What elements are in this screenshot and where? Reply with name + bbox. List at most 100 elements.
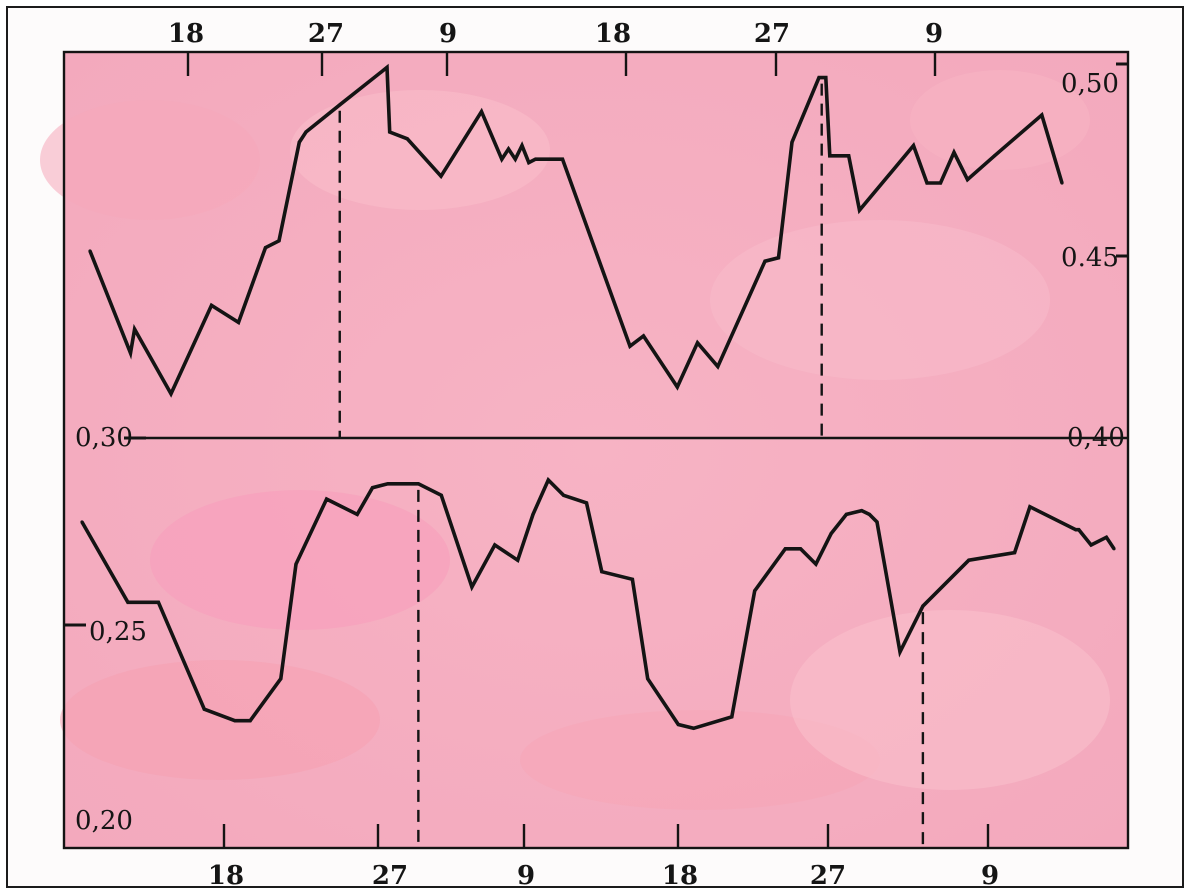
data-point bbox=[385, 65, 389, 69]
data-point bbox=[1112, 547, 1116, 551]
data-point bbox=[992, 154, 997, 158]
data-point bbox=[814, 562, 818, 566]
data-point bbox=[479, 110, 484, 114]
x-tick-label: 9 bbox=[439, 19, 457, 49]
x-tick-label: 27 bbox=[372, 861, 408, 891]
data-point bbox=[297, 140, 301, 144]
data-point bbox=[776, 256, 781, 260]
data-point bbox=[857, 208, 862, 212]
x-tick-label: 18 bbox=[168, 19, 204, 49]
data-point bbox=[506, 147, 511, 151]
data-point bbox=[202, 707, 206, 711]
data-point bbox=[133, 327, 137, 331]
data-point bbox=[911, 144, 916, 148]
data-point bbox=[277, 239, 281, 243]
upper-series-line bbox=[88, 63, 1064, 398]
plot-frame bbox=[62, 50, 1130, 850]
data-point bbox=[952, 150, 956, 154]
data-point bbox=[370, 486, 375, 490]
data-point bbox=[126, 600, 130, 604]
data-point bbox=[763, 259, 767, 263]
data-point bbox=[1013, 551, 1017, 555]
data-point bbox=[753, 589, 757, 593]
background-blotch bbox=[710, 220, 1050, 380]
data-point bbox=[500, 157, 504, 161]
data-point bbox=[925, 181, 929, 185]
y-tick-label: 0.45 bbox=[1061, 243, 1119, 273]
data-point bbox=[88, 249, 92, 253]
data-point bbox=[248, 719, 252, 723]
data-point bbox=[695, 341, 700, 345]
data-point bbox=[824, 76, 828, 80]
x-tick-label: 18 bbox=[595, 19, 631, 49]
data-point bbox=[338, 103, 342, 107]
data-point bbox=[470, 585, 474, 589]
x-tick-label: 18 bbox=[662, 861, 698, 891]
data-point bbox=[325, 497, 329, 501]
data-point bbox=[294, 562, 298, 566]
background-blotch bbox=[150, 490, 450, 630]
data-point bbox=[584, 501, 589, 505]
data-point bbox=[628, 344, 632, 348]
data-point bbox=[692, 726, 696, 730]
data-point bbox=[867, 512, 872, 517]
data-point bbox=[860, 509, 864, 513]
data-point bbox=[405, 137, 409, 141]
data-point bbox=[716, 365, 720, 369]
x-tick-label: 27 bbox=[810, 861, 846, 891]
background-blotch bbox=[60, 660, 380, 780]
data-point bbox=[790, 140, 794, 144]
data-point bbox=[80, 520, 84, 524]
y-tick-label: 0,20 bbox=[75, 806, 133, 836]
data-point bbox=[546, 478, 550, 482]
data-point bbox=[967, 558, 971, 562]
data-point bbox=[439, 174, 443, 178]
x-tick-label: 27 bbox=[754, 19, 790, 49]
y-tick-label: 0,40 bbox=[1067, 423, 1125, 453]
data-point bbox=[128, 351, 133, 355]
data-point bbox=[965, 178, 970, 182]
data-point bbox=[817, 76, 821, 80]
data-point bbox=[520, 144, 524, 148]
data-point bbox=[676, 722, 680, 727]
data-point bbox=[844, 154, 848, 158]
data-point bbox=[1077, 528, 1081, 532]
data-point bbox=[533, 157, 538, 161]
data-point bbox=[675, 385, 679, 389]
data-point bbox=[263, 246, 268, 250]
lower-series-line bbox=[80, 476, 1116, 731]
data-point bbox=[169, 392, 173, 396]
data-point bbox=[1089, 543, 1093, 547]
data-point bbox=[562, 493, 566, 497]
data-point bbox=[527, 161, 531, 165]
data-point bbox=[439, 493, 443, 497]
data-point bbox=[388, 130, 392, 134]
data-point bbox=[1060, 181, 1064, 185]
background-blotch bbox=[40, 100, 260, 220]
data-point bbox=[1074, 528, 1078, 532]
x-tick-label: 9 bbox=[517, 861, 535, 891]
data-point bbox=[829, 531, 833, 536]
y-tick-label: 0,25 bbox=[89, 617, 147, 647]
y-tick-label: 0,50 bbox=[1061, 69, 1119, 99]
x-tick-label: 9 bbox=[981, 861, 999, 891]
data-point bbox=[799, 547, 803, 551]
data-point bbox=[416, 482, 420, 486]
data-point bbox=[630, 577, 635, 581]
data-point bbox=[304, 130, 308, 134]
background-blotch bbox=[520, 710, 880, 810]
data-point bbox=[513, 157, 517, 161]
x-tick-label: 9 bbox=[925, 19, 943, 49]
data-point bbox=[560, 157, 565, 161]
data-point bbox=[236, 320, 241, 324]
data-point bbox=[531, 512, 535, 517]
background-blotch bbox=[790, 610, 1110, 790]
data-point bbox=[844, 512, 849, 517]
y-tick-label: 0,30 bbox=[75, 423, 133, 453]
data-point bbox=[1040, 113, 1044, 117]
data-point bbox=[847, 154, 851, 158]
data-point bbox=[600, 570, 604, 574]
data-point bbox=[493, 543, 497, 547]
data-point bbox=[783, 547, 787, 551]
